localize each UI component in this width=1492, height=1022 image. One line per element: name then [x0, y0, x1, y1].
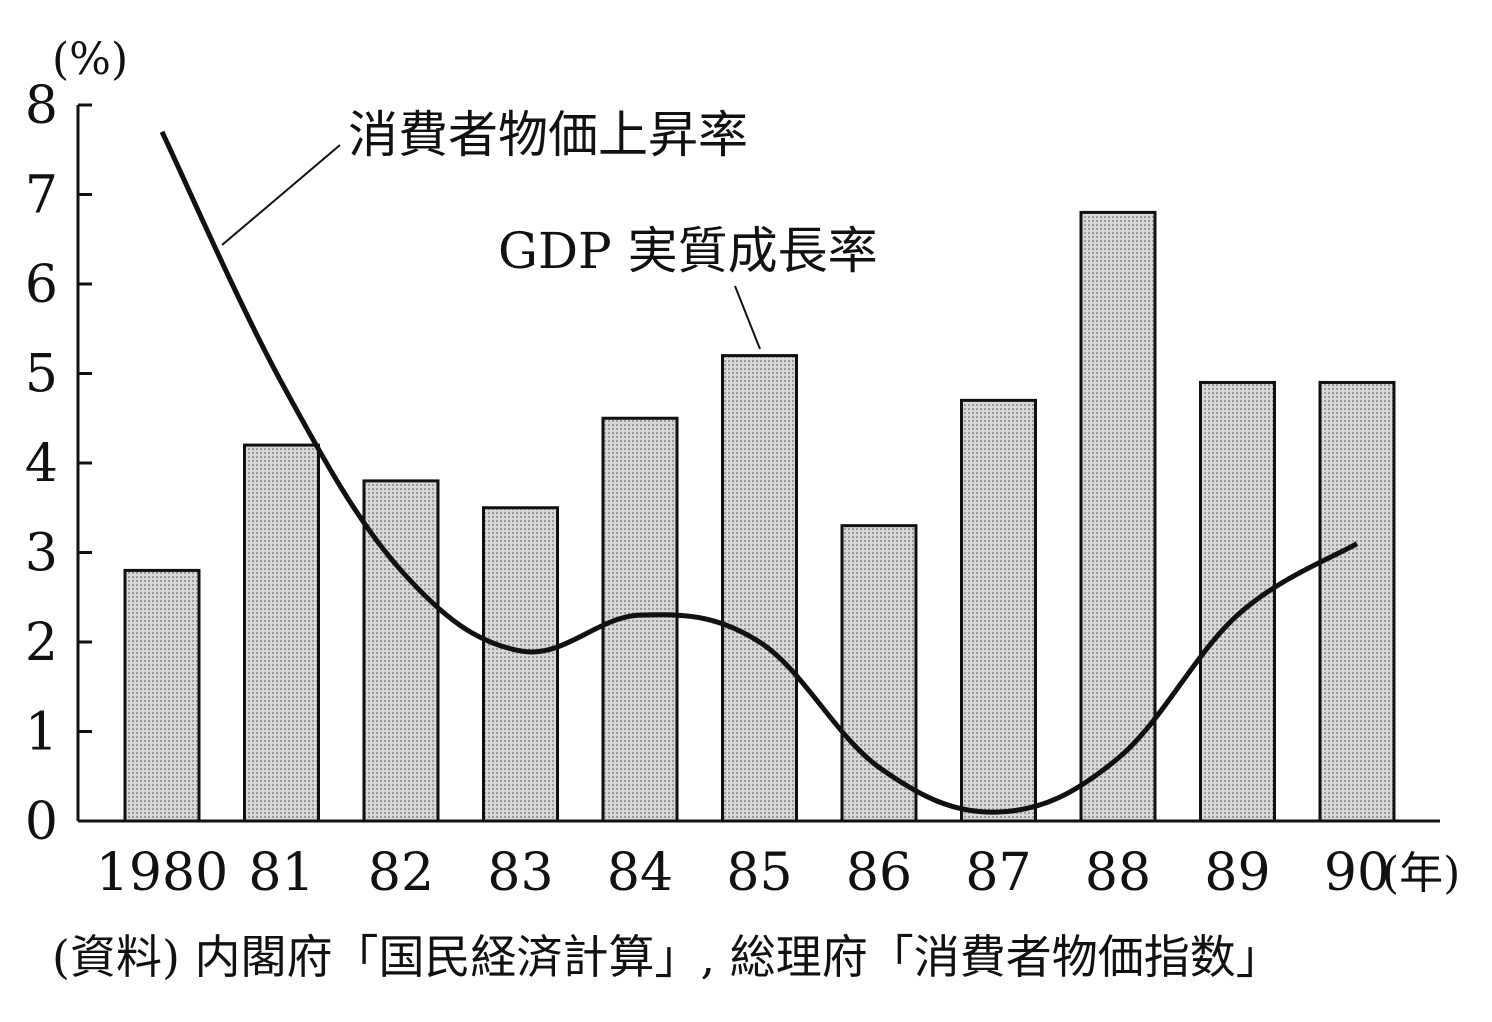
- bar-81: [243, 443, 320, 823]
- y-tick-label-1: 1: [25, 703, 58, 763]
- x-tick-label-83: 83: [487, 843, 553, 903]
- y-tick-label-3: 3: [25, 524, 58, 584]
- cpi-line: [159, 130, 1359, 815]
- x-tick-label-82: 82: [368, 843, 434, 903]
- bar-88: [1079, 210, 1157, 823]
- x-axis-unit-label: (年): [1382, 848, 1460, 899]
- bar-87: [960, 398, 1037, 823]
- axes-layer: 0 1 2 3 4 5 6 7 8 1980 81 82 83 84 85 86 87 88 89 90: [25, 76, 1440, 903]
- bar-83: [482, 506, 559, 823]
- bars-layer: [123, 210, 1396, 823]
- x-tick-label-81: 81: [248, 843, 314, 903]
- y-tick-label-7: 7: [25, 166, 58, 226]
- y-tick-label-6: 6: [25, 255, 58, 315]
- y-tick-label-4: 4: [25, 434, 58, 494]
- y-axis-unit-label: (%): [52, 34, 128, 85]
- bar-85: [721, 354, 798, 823]
- x-tick-label-85: 85: [726, 843, 792, 903]
- bar-90: [1318, 380, 1396, 823]
- line-layer: [159, 130, 1359, 815]
- legend-gdp-label: GDP 実質成長率: [498, 222, 878, 280]
- chart: 0 1 2 3 4 5 6 7 8 1980 81 82 83 84 85 86 87 88 89 90 (%) (年…: [25, 34, 1460, 903]
- bar-82: [362, 479, 440, 823]
- x-tick-label-1980: 1980: [96, 843, 228, 903]
- x-tick-label-86: 86: [846, 843, 912, 903]
- bar-1980: [123, 568, 201, 823]
- y-tick-label-8: 8: [25, 76, 58, 136]
- x-tick-label-89: 89: [1204, 843, 1270, 903]
- x-tick-label-87: 87: [965, 843, 1031, 903]
- x-tick-label-88: 88: [1085, 843, 1151, 903]
- bar-86: [840, 524, 918, 823]
- legend-gdp-leader: [734, 285, 761, 350]
- source-note: (資料) 内閣府「国民経済計算」, 総理府「消費者物価指数」: [52, 930, 1282, 984]
- legend-cpi-label: 消費者物価上昇率: [348, 106, 748, 164]
- legend-cpi-leader: [221, 144, 341, 246]
- y-tick-label-0: 0: [25, 792, 58, 852]
- y-tick-label-2: 2: [25, 613, 58, 673]
- bar-89: [1199, 380, 1276, 823]
- x-tick-label-84: 84: [607, 843, 673, 903]
- x-tick-label-90: 90: [1324, 843, 1390, 903]
- y-tick-label-5: 5: [25, 345, 58, 405]
